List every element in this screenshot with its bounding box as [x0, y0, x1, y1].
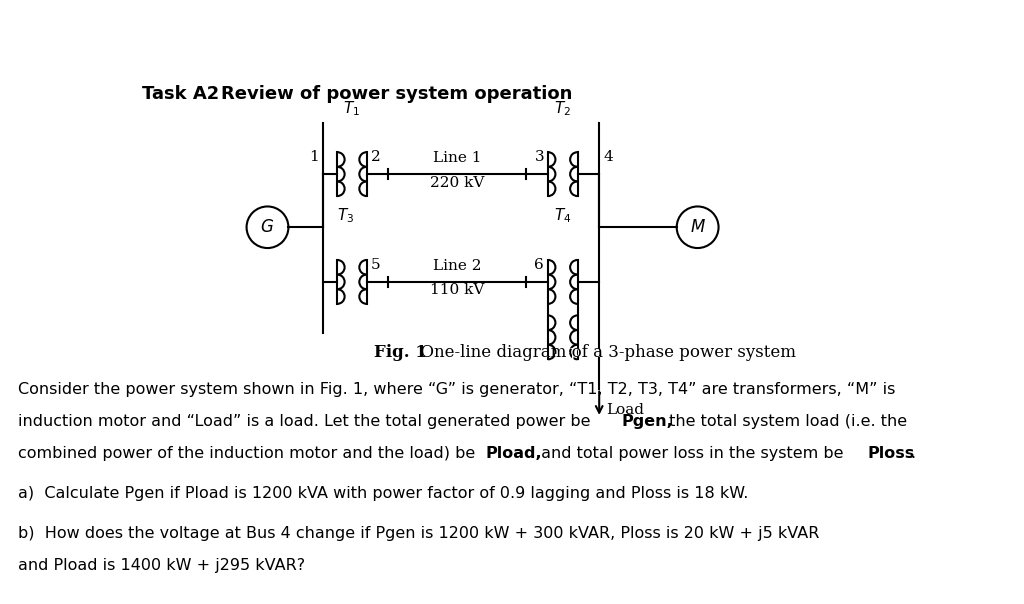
Text: Review of power system operation: Review of power system operation: [221, 85, 572, 103]
Text: a)  Calculate Pgen if Pload is 1200 kVA with power factor of 0.9 lagging and Plo: a) Calculate Pgen if Pload is 1200 kVA w…: [18, 486, 749, 501]
Text: $G$: $G$: [260, 219, 274, 236]
Text: Fig. 1  One-line diagram of a 3-phase power system: Fig. 1 One-line diagram of a 3-phase pow…: [307, 344, 742, 361]
Text: Task A2: Task A2: [142, 85, 219, 103]
Text: b)  How does the voltage at Bus 4 change if Pgen is 1200 kW + 300 kVAR, Ploss is: b) How does the voltage at Bus 4 change …: [18, 526, 819, 541]
Text: Ploss: Ploss: [868, 446, 915, 461]
Text: $T_1$: $T_1$: [343, 99, 360, 118]
Text: 220 kV: 220 kV: [430, 176, 484, 190]
Text: 5: 5: [371, 258, 380, 272]
Text: and Pload is 1400 kW + j295 kVAR?: and Pload is 1400 kW + j295 kVAR?: [18, 558, 305, 573]
Text: Consider the power system shown in Fig. 1, where “G” is generator, “T1, T2, T3, : Consider the power system shown in Fig. …: [18, 382, 895, 397]
Text: Pgen,: Pgen,: [622, 414, 673, 429]
Text: 3: 3: [535, 150, 544, 164]
Text: 4: 4: [604, 150, 613, 164]
Text: induction motor and “Load” is a load. Let the total generated power be: induction motor and “Load” is a load. Le…: [18, 414, 596, 429]
Text: $T_3$: $T_3$: [337, 207, 354, 225]
Text: $T_2$: $T_2$: [554, 99, 571, 118]
Text: 1: 1: [309, 150, 318, 164]
Text: Pload,: Pload,: [485, 446, 542, 461]
Text: Load: Load: [606, 403, 644, 417]
Text: 2: 2: [371, 150, 380, 164]
Text: $M$: $M$: [690, 219, 706, 236]
Text: 6: 6: [535, 258, 544, 272]
Text: 110 kV: 110 kV: [430, 283, 484, 297]
Text: One-line diagram of a 3-phase power system: One-line diagram of a 3-phase power syst…: [410, 344, 796, 361]
Text: and total power loss in the system be: and total power loss in the system be: [537, 446, 849, 461]
Text: Fig. 1: Fig. 1: [374, 344, 427, 361]
Text: $T_4$: $T_4$: [554, 207, 571, 225]
Text: .: .: [910, 446, 915, 461]
Text: Line 1: Line 1: [433, 151, 481, 165]
Text: combined power of the induction motor and the load) be: combined power of the induction motor an…: [18, 446, 480, 461]
Text: the total system load (i.e. the: the total system load (i.e. the: [664, 414, 907, 429]
Text: Line 2: Line 2: [433, 259, 481, 272]
